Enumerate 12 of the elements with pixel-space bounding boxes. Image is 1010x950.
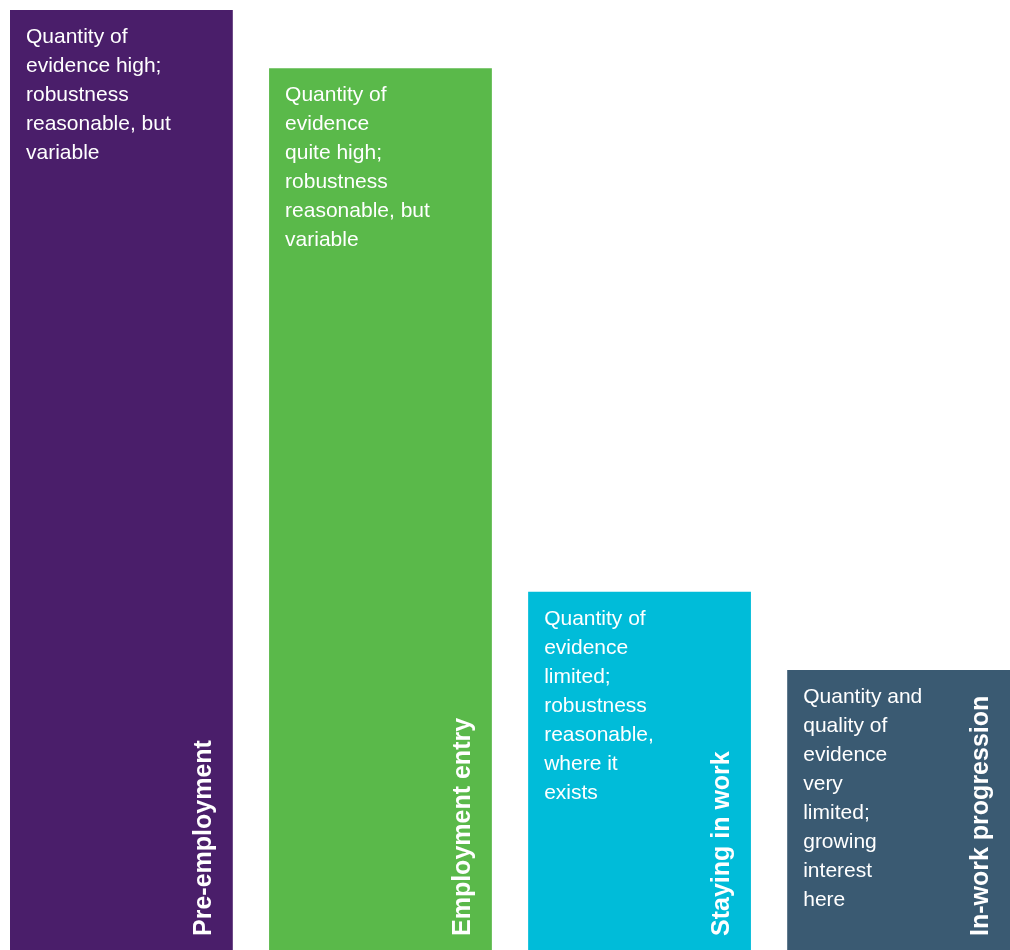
bar xyxy=(269,68,492,950)
bar xyxy=(10,10,233,950)
bar xyxy=(787,669,1010,950)
annotation: Quantity of evidence high; robustness reasonable, but variable xyxy=(26,24,171,163)
x-tick-label: Staying in work xyxy=(705,751,734,936)
annotation: Quantity of evidence limited; robustness reasonable, where it exists xyxy=(543,605,654,803)
annotation: Quantity and quality of evidence very limited; growing interest here xyxy=(803,683,923,910)
x-tick-label: Employment entry xyxy=(446,717,475,936)
x-tick-label: In-work progression xyxy=(965,695,993,936)
bar xyxy=(528,591,751,950)
annotation: Quantity of evidence quite high; robustness reasonable, but variable xyxy=(285,82,431,251)
x-tick-label: Pre-employment xyxy=(187,739,216,936)
